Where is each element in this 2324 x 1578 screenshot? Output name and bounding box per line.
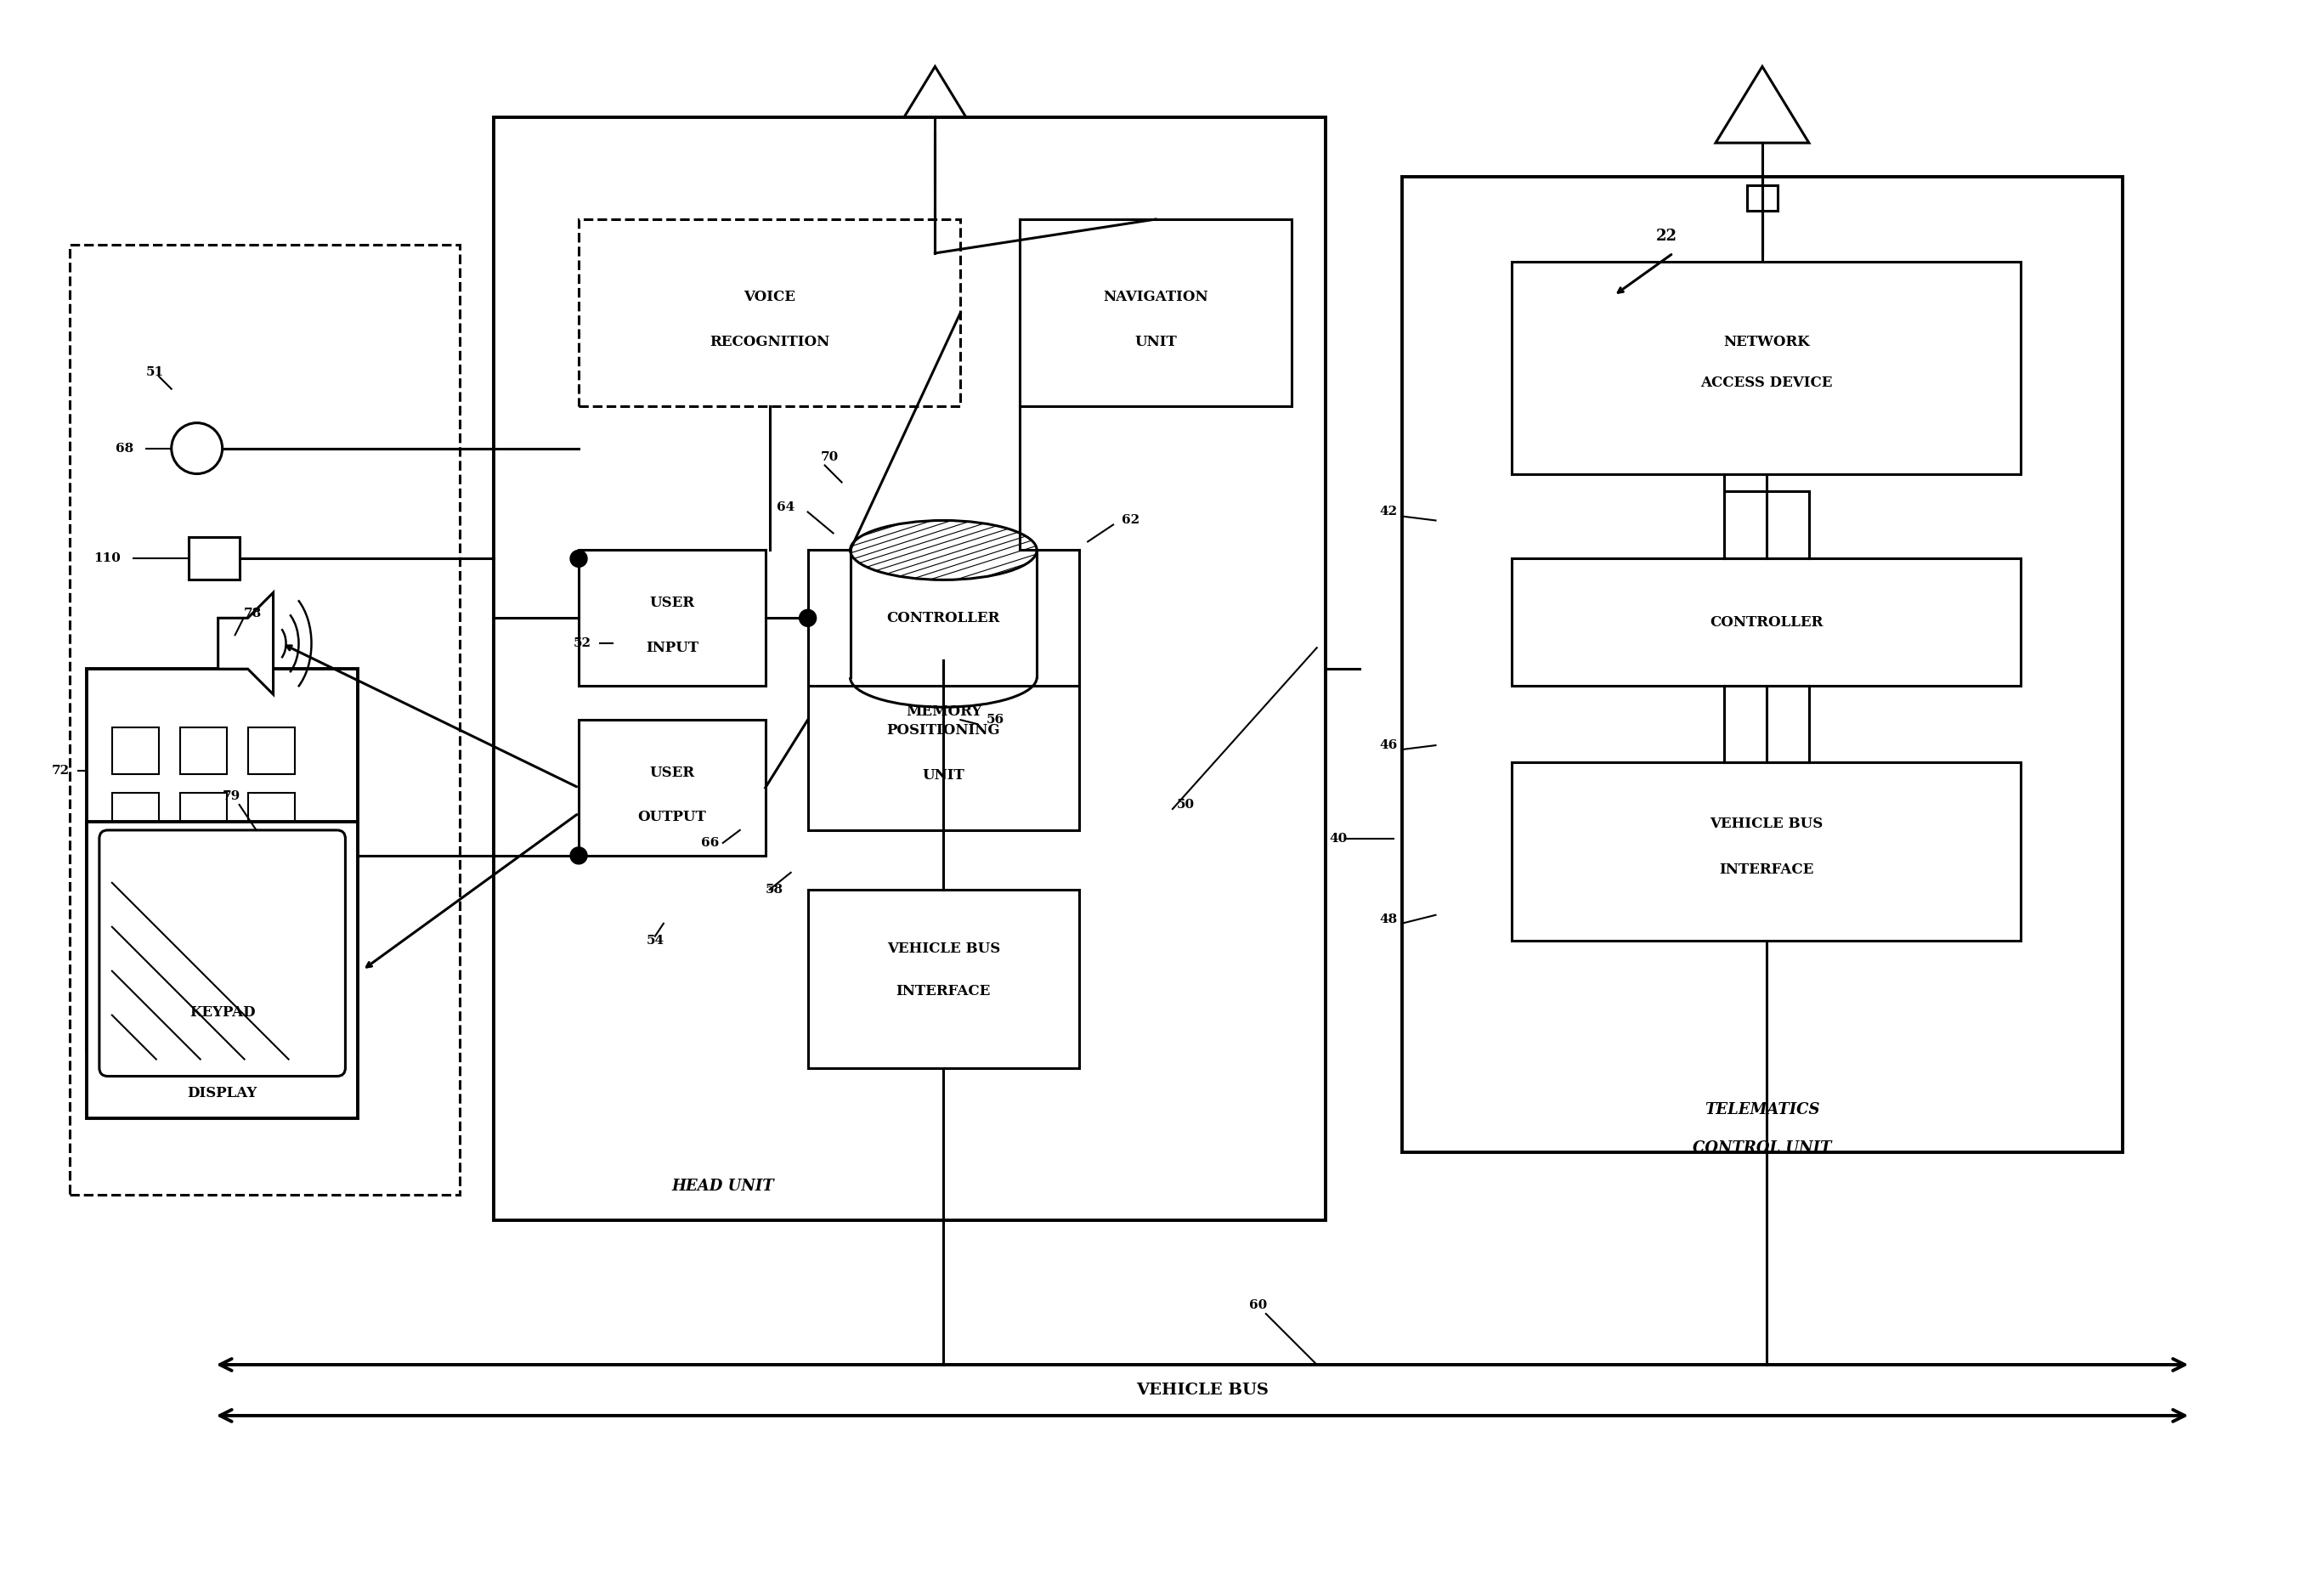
Text: 72: 72 [51, 765, 70, 776]
Text: 68: 68 [116, 442, 132, 454]
Polygon shape [1715, 66, 1808, 144]
Bar [920, 185, 951, 211]
Text: 58: 58 [765, 884, 783, 895]
Text: ACCESS DEVICE: ACCESS DEVICE [1701, 376, 1834, 390]
Bar [179, 792, 225, 839]
Text: 66: 66 [700, 836, 718, 849]
Text: VEHICLE BUS: VEHICLE BUS [888, 942, 999, 956]
Circle shape [569, 847, 588, 865]
Bar [249, 727, 295, 775]
Ellipse shape [851, 521, 1037, 579]
Circle shape [799, 609, 816, 626]
Bar [249, 858, 295, 904]
Bar [809, 551, 1078, 686]
Text: VEHICLE BUS: VEHICLE BUS [1710, 817, 1822, 832]
Text: CONTROLLER: CONTROLLER [1710, 615, 1824, 630]
Circle shape [172, 423, 223, 473]
Text: 46: 46 [1380, 740, 1397, 751]
Text: 110: 110 [93, 552, 121, 565]
Bar [112, 727, 158, 775]
Text: 56: 56 [985, 713, 1004, 726]
Text: 52: 52 [574, 638, 590, 650]
Text: 64: 64 [776, 502, 795, 514]
Bar [112, 792, 158, 839]
Text: INPUT: INPUT [646, 641, 700, 655]
Text: RECOGNITION: RECOGNITION [709, 335, 830, 349]
Text: POSITIONING: POSITIONING [888, 723, 999, 737]
Bar [112, 858, 158, 904]
Bar [1513, 559, 2022, 686]
FancyBboxPatch shape [100, 830, 346, 1076]
Bar [179, 727, 225, 775]
Text: DISPLAY: DISPLAY [188, 1086, 258, 1100]
Text: CONTROL UNIT: CONTROL UNIT [1692, 1141, 1831, 1157]
Text: OUTPUT: OUTPUT [637, 810, 706, 825]
Text: CONTROLLER: CONTROLLER [888, 611, 999, 625]
Bar [1513, 762, 2022, 940]
Bar [809, 890, 1078, 1068]
Circle shape [569, 551, 588, 567]
Bar [579, 551, 765, 686]
Text: INTERFACE: INTERFACE [1720, 863, 1813, 877]
Bar [1401, 177, 2122, 1152]
Text: KEYPAD: KEYPAD [188, 1005, 256, 1019]
Bar [579, 720, 765, 855]
Text: TELEMATICS: TELEMATICS [1706, 1103, 1820, 1117]
Bar [1020, 219, 1292, 406]
Text: 60: 60 [1248, 1299, 1267, 1311]
Text: HEAD UNIT: HEAD UNIT [672, 1179, 774, 1195]
Text: 78: 78 [244, 608, 263, 620]
Text: 50: 50 [1176, 798, 1195, 811]
Bar [179, 858, 225, 904]
Polygon shape [888, 66, 981, 144]
Text: USER: USER [648, 595, 695, 611]
Bar [1513, 262, 2022, 473]
Text: UNIT: UNIT [1134, 335, 1176, 349]
Text: 22: 22 [1657, 229, 1678, 245]
Bar [86, 822, 358, 1119]
Text: NAVIGATION: NAVIGATION [1104, 290, 1208, 305]
Bar [249, 792, 295, 839]
Bar [1748, 185, 1778, 211]
Text: 48: 48 [1380, 914, 1397, 925]
Bar [851, 551, 1037, 677]
Bar [112, 923, 158, 970]
Text: 40: 40 [1329, 833, 1348, 844]
Text: VEHICLE BUS: VEHICLE BUS [1136, 1382, 1269, 1398]
Text: VOICE: VOICE [744, 290, 795, 305]
Bar [579, 219, 960, 406]
Text: 62: 62 [1122, 514, 1139, 527]
Text: NETWORK: NETWORK [1724, 335, 1810, 349]
Text: MEMORY: MEMORY [906, 704, 981, 718]
Bar [493, 117, 1325, 1220]
Text: UNIT: UNIT [923, 768, 964, 783]
Text: USER: USER [648, 765, 695, 780]
Text: 54: 54 [646, 934, 665, 947]
Text: INTERFACE: INTERFACE [897, 985, 990, 999]
Text: 42: 42 [1380, 507, 1397, 518]
Bar [179, 923, 225, 970]
Text: 51: 51 [146, 366, 165, 377]
Bar [70, 245, 460, 1195]
Bar [86, 669, 358, 1051]
Bar [809, 661, 1078, 830]
Text: 79: 79 [223, 791, 239, 802]
Bar [249, 923, 295, 970]
Text: 70: 70 [820, 451, 839, 462]
Bar [188, 538, 239, 579]
Polygon shape [218, 593, 274, 694]
